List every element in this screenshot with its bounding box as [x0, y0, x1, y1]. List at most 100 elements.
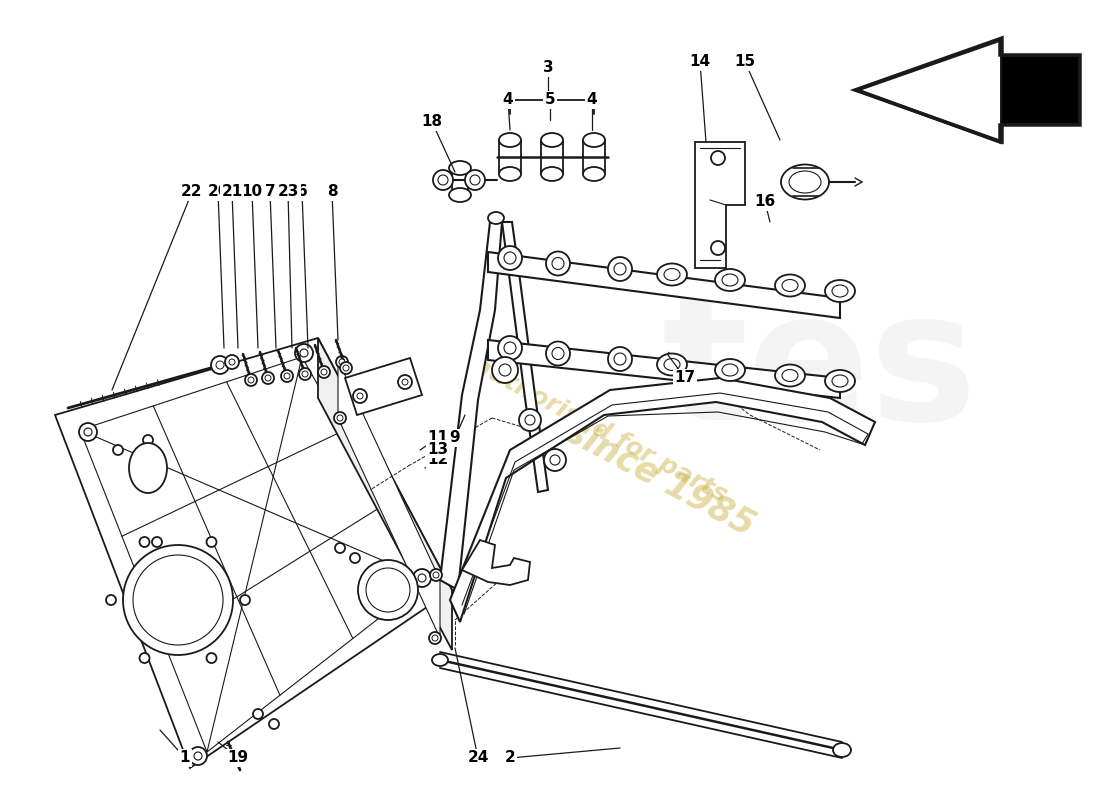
- Circle shape: [504, 342, 516, 354]
- Text: 1: 1: [179, 750, 190, 766]
- Circle shape: [358, 560, 418, 620]
- Circle shape: [353, 389, 367, 403]
- Text: 16: 16: [755, 194, 775, 210]
- Circle shape: [194, 752, 202, 760]
- Text: 4: 4: [503, 93, 514, 107]
- Circle shape: [152, 537, 162, 547]
- Circle shape: [412, 569, 431, 587]
- Circle shape: [123, 545, 233, 655]
- Ellipse shape: [832, 285, 848, 297]
- Ellipse shape: [781, 165, 829, 199]
- Circle shape: [343, 365, 349, 371]
- Circle shape: [253, 709, 263, 719]
- Circle shape: [552, 347, 564, 359]
- Circle shape: [299, 368, 311, 380]
- Circle shape: [302, 371, 308, 377]
- Circle shape: [418, 574, 426, 582]
- Circle shape: [525, 415, 535, 425]
- Circle shape: [433, 572, 439, 578]
- Polygon shape: [488, 340, 840, 398]
- Circle shape: [498, 246, 522, 270]
- Circle shape: [300, 349, 308, 357]
- Polygon shape: [855, 38, 1002, 142]
- Ellipse shape: [782, 370, 797, 382]
- Circle shape: [550, 455, 560, 465]
- Circle shape: [321, 369, 327, 375]
- Text: 7: 7: [265, 185, 275, 199]
- Ellipse shape: [499, 167, 521, 181]
- Circle shape: [245, 374, 257, 386]
- Polygon shape: [338, 360, 440, 638]
- Circle shape: [499, 364, 512, 376]
- Circle shape: [270, 719, 279, 729]
- Circle shape: [284, 373, 290, 379]
- Ellipse shape: [825, 370, 855, 392]
- Circle shape: [262, 372, 274, 384]
- Circle shape: [366, 568, 410, 612]
- Ellipse shape: [789, 171, 821, 193]
- Circle shape: [492, 357, 518, 383]
- Circle shape: [433, 170, 453, 190]
- Circle shape: [519, 409, 541, 431]
- Ellipse shape: [825, 280, 855, 302]
- Circle shape: [402, 379, 408, 385]
- Circle shape: [113, 445, 123, 455]
- Ellipse shape: [449, 188, 471, 202]
- Text: 19: 19: [228, 750, 249, 766]
- Text: 14: 14: [690, 54, 711, 70]
- Text: 2: 2: [505, 750, 516, 766]
- Polygon shape: [440, 222, 502, 590]
- Text: 9: 9: [450, 430, 460, 446]
- Circle shape: [465, 170, 485, 190]
- Text: 20: 20: [207, 185, 229, 199]
- Circle shape: [133, 555, 223, 645]
- Text: 18: 18: [421, 114, 442, 130]
- Circle shape: [280, 370, 293, 382]
- Circle shape: [84, 428, 92, 436]
- Circle shape: [430, 569, 442, 581]
- Circle shape: [79, 423, 97, 441]
- Text: 22: 22: [182, 185, 202, 199]
- Circle shape: [337, 415, 343, 421]
- Circle shape: [552, 258, 564, 270]
- Ellipse shape: [129, 443, 167, 493]
- Circle shape: [340, 362, 352, 374]
- Text: 17: 17: [674, 370, 695, 386]
- Circle shape: [608, 347, 632, 371]
- Polygon shape: [488, 252, 840, 318]
- Ellipse shape: [488, 212, 504, 224]
- Circle shape: [318, 366, 330, 378]
- Circle shape: [143, 435, 153, 445]
- Circle shape: [614, 353, 626, 365]
- Ellipse shape: [776, 274, 805, 297]
- Text: 13: 13: [428, 442, 449, 457]
- Circle shape: [470, 175, 480, 185]
- Ellipse shape: [782, 279, 797, 291]
- Circle shape: [336, 543, 345, 553]
- Text: 8: 8: [327, 185, 338, 199]
- Circle shape: [711, 151, 725, 165]
- Ellipse shape: [583, 167, 605, 181]
- Ellipse shape: [715, 269, 745, 291]
- Polygon shape: [55, 338, 452, 768]
- Ellipse shape: [776, 365, 805, 386]
- Ellipse shape: [664, 269, 680, 281]
- Ellipse shape: [541, 133, 563, 147]
- Text: 21: 21: [221, 185, 243, 199]
- Ellipse shape: [449, 161, 471, 175]
- Polygon shape: [502, 222, 548, 492]
- Circle shape: [334, 412, 346, 424]
- Circle shape: [504, 252, 516, 264]
- Text: tes: tes: [662, 282, 978, 458]
- Text: since 1985: since 1985: [559, 414, 761, 542]
- Bar: [1000, 55, 1080, 125]
- Ellipse shape: [541, 167, 563, 181]
- Text: authorised for parts: authorised for parts: [469, 353, 732, 507]
- Circle shape: [358, 393, 363, 399]
- Circle shape: [438, 175, 448, 185]
- Circle shape: [498, 336, 522, 360]
- Circle shape: [106, 595, 116, 605]
- Circle shape: [336, 356, 348, 368]
- Text: 23: 23: [277, 185, 299, 199]
- Text: 4: 4: [586, 93, 597, 107]
